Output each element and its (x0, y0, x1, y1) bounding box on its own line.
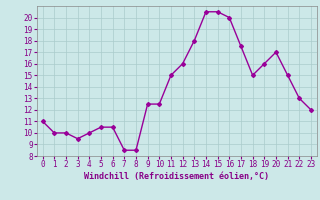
X-axis label: Windchill (Refroidissement éolien,°C): Windchill (Refroidissement éolien,°C) (84, 172, 269, 181)
